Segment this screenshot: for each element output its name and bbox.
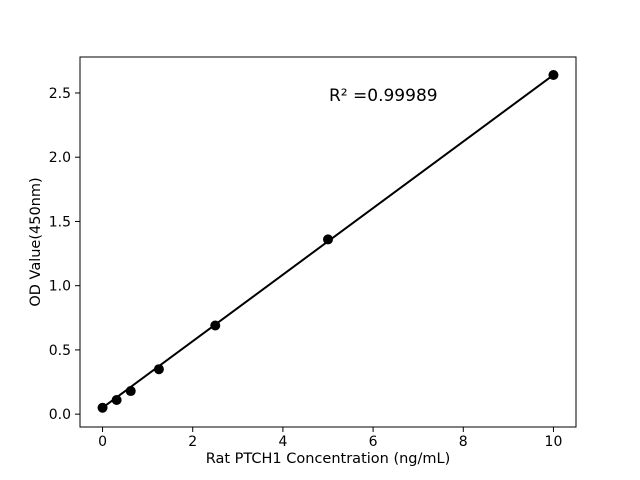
x-tick-label: 8 [459,434,468,450]
y-tick-label: 0.5 [49,343,71,359]
x-tick-label: 10 [545,434,563,450]
data-point [125,386,136,397]
y-tick-label: 0.0 [49,407,71,423]
x-axis-label: Rat PTCH1 Concentration (ng/mL) [205,451,451,467]
data-point [210,320,221,331]
data-point [153,364,164,375]
x-tick-label: 0 [98,434,107,450]
data-point [323,234,333,245]
y-tick-label: 1.5 [49,214,71,230]
y-tick-label: 1.0 [49,279,71,295]
x-tick-label: 2 [188,434,197,450]
x-tick-label: 4 [278,434,287,450]
data-point [111,395,122,406]
data-point [97,402,108,413]
y-axis-label: OD Value(450nm) [28,177,44,307]
data-point [548,69,559,80]
r-squared-annotation: R² =0.99989 [329,86,438,106]
y-tick-label: 2.0 [49,150,71,166]
y-tick-label: 2.5 [49,86,71,102]
x-tick-label: 6 [369,434,378,450]
plot-spines [79,56,577,428]
